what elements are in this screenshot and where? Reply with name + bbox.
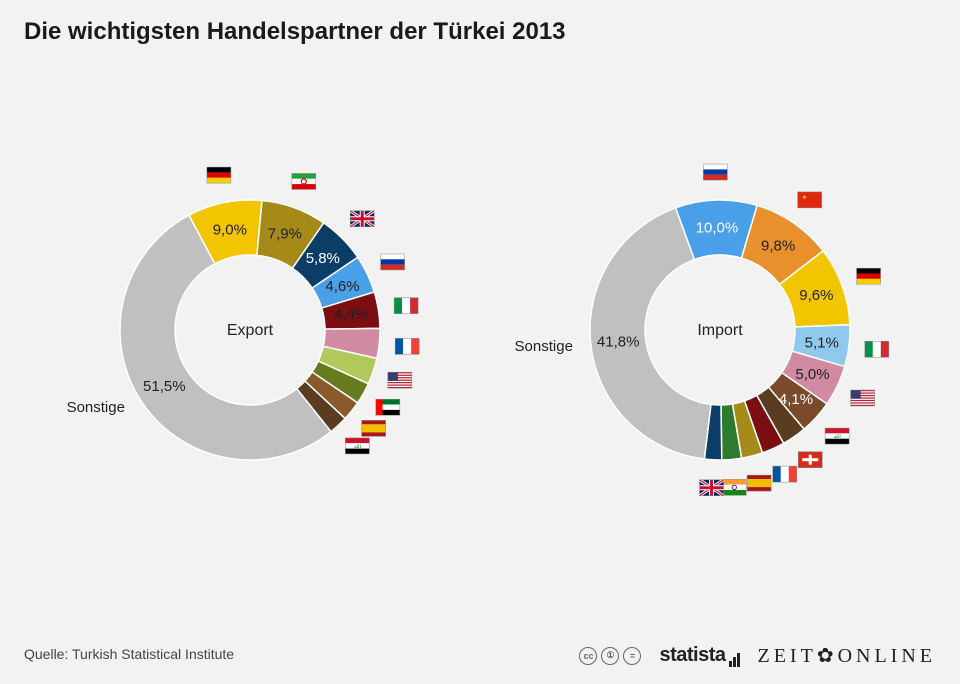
slice-pct: 5,0% (795, 366, 829, 383)
slice-pct: 5,1% (805, 335, 839, 352)
chart-center-label: Export (227, 322, 274, 339)
slice-pct: 10,0% (696, 220, 739, 237)
footer-logos: cc ① = statista ZEIT✿ONLINE (579, 643, 936, 668)
slice-pct: 4,4% (334, 306, 368, 323)
sonstige-label: Sonstige (67, 399, 125, 416)
export-chart: 9,0% 7,9%5,8% 4,6% 4,4% الله Sonstige 51,5% Exp… (30, 120, 470, 560)
slice-pct: 9,0% (213, 222, 247, 239)
sonstige-pct: 41,8% (597, 334, 640, 351)
sonstige-label: Sonstige (515, 338, 573, 355)
slice-pct: 9,8% (761, 238, 795, 255)
svg-text:الله: الله (354, 444, 361, 450)
cc-license-icon: cc ① = (579, 647, 641, 665)
svg-text:★: ★ (802, 194, 807, 201)
slice-pct: 9,6% (799, 287, 833, 304)
slice-pct: 4,6% (325, 278, 359, 295)
slice-pct: 5,8% (306, 250, 340, 267)
svg-text:الله: الله (833, 434, 840, 440)
source-label: Quelle: Turkish Statistical Institute (24, 646, 234, 662)
chart-center-label: Import (697, 322, 743, 339)
page-title: Die wichtigsten Handelspartner der Türke… (24, 18, 566, 46)
zeit-online-logo: ZEIT✿ONLINE (758, 643, 937, 668)
statista-logo: statista (659, 644, 739, 667)
import-chart: 10,0%9,8%★9,6%5,1%5,0%4,1%اللهSonstige41… (500, 120, 940, 560)
slice-pct: 7,9% (268, 226, 302, 243)
sonstige-pct: 51,5% (143, 378, 186, 395)
